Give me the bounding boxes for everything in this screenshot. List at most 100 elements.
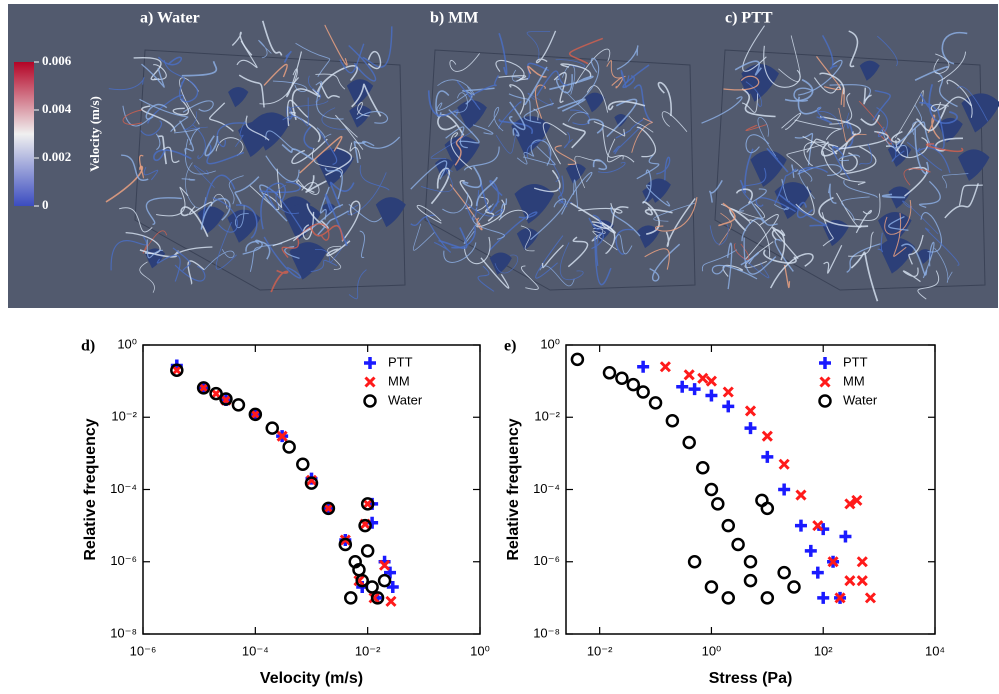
streamline bbox=[737, 253, 770, 279]
y-tick-label: 10⁰ bbox=[117, 336, 137, 351]
pore-blob bbox=[917, 249, 933, 264]
pore-blob bbox=[957, 149, 990, 181]
y-tick-label: 10⁻⁶ bbox=[533, 553, 560, 568]
data-point bbox=[778, 458, 790, 470]
streamline bbox=[576, 57, 600, 105]
streamline bbox=[121, 154, 149, 182]
streamline bbox=[155, 133, 161, 151]
streamline bbox=[348, 269, 367, 300]
streamline bbox=[143, 166, 159, 181]
x-tick-label: 10⁴ bbox=[925, 643, 945, 658]
streamline bbox=[843, 179, 878, 199]
streamline bbox=[607, 100, 646, 111]
streamline bbox=[523, 102, 554, 124]
streamline bbox=[316, 127, 332, 139]
streamline bbox=[516, 151, 534, 165]
streamline bbox=[263, 63, 288, 86]
streamline bbox=[561, 171, 593, 215]
streamline bbox=[597, 162, 626, 173]
x-axis-label: Velocity (m/s) bbox=[260, 670, 363, 687]
pore-blob bbox=[879, 237, 916, 274]
data-point bbox=[705, 375, 717, 387]
data-point bbox=[811, 566, 824, 579]
streamline bbox=[860, 114, 881, 126]
data-point bbox=[626, 377, 641, 392]
legend-marker bbox=[819, 376, 831, 388]
streamline bbox=[636, 126, 657, 158]
x-tick-label: 10⁻⁶ bbox=[130, 643, 157, 658]
streamline bbox=[795, 186, 815, 216]
streamline bbox=[816, 56, 841, 91]
streamline bbox=[156, 186, 189, 217]
streamline bbox=[797, 164, 842, 177]
streamline bbox=[718, 202, 736, 227]
streamline bbox=[559, 242, 584, 280]
streamline bbox=[193, 165, 215, 188]
streamline bbox=[204, 135, 219, 157]
streamline bbox=[956, 86, 988, 122]
y-tick-label: 10⁰ bbox=[540, 336, 560, 351]
data-point bbox=[570, 352, 585, 367]
streamline bbox=[741, 93, 759, 113]
streamline bbox=[463, 146, 500, 171]
streamline bbox=[145, 197, 182, 225]
data-point bbox=[760, 501, 775, 516]
streamline bbox=[593, 206, 629, 230]
data-point bbox=[248, 407, 263, 422]
data-point bbox=[282, 440, 296, 454]
streamline bbox=[215, 137, 244, 157]
streamline bbox=[573, 179, 579, 209]
streamline bbox=[911, 104, 923, 135]
streamline bbox=[840, 145, 877, 175]
x-tick-label: 10⁻⁴ bbox=[242, 643, 269, 658]
data-point bbox=[360, 544, 375, 558]
streamline bbox=[477, 265, 495, 292]
streamline bbox=[437, 114, 465, 136]
streamline bbox=[297, 179, 320, 195]
streamline bbox=[783, 264, 791, 288]
streamline bbox=[614, 234, 633, 255]
streamline bbox=[594, 236, 612, 286]
data-point bbox=[296, 457, 310, 471]
data-point bbox=[743, 555, 758, 569]
data-point bbox=[856, 556, 868, 568]
data-point bbox=[358, 518, 372, 533]
data-point bbox=[864, 592, 877, 604]
streamline bbox=[238, 74, 265, 108]
streamline bbox=[848, 231, 874, 257]
data-point bbox=[265, 421, 279, 435]
streamline bbox=[914, 65, 949, 81]
streamline bbox=[203, 248, 235, 271]
streamline bbox=[287, 99, 309, 127]
streamline bbox=[711, 264, 758, 280]
streamline bbox=[179, 120, 194, 154]
pore-blob bbox=[938, 117, 963, 143]
streamline bbox=[606, 98, 638, 138]
streamline bbox=[476, 199, 505, 228]
legend-marker bbox=[364, 357, 376, 369]
data-point bbox=[386, 581, 399, 593]
plot-frame bbox=[565, 344, 936, 635]
streamline bbox=[156, 254, 181, 282]
streamline bbox=[281, 143, 316, 162]
data-point bbox=[615, 371, 629, 386]
streamline bbox=[530, 198, 567, 241]
legend-marker bbox=[818, 394, 832, 408]
streamline bbox=[774, 168, 797, 204]
streamline bbox=[723, 75, 760, 91]
streamline bbox=[480, 257, 510, 289]
streamline bbox=[317, 210, 349, 236]
streamline bbox=[359, 230, 366, 258]
pore-blob bbox=[565, 163, 586, 184]
streamline bbox=[740, 251, 760, 266]
streamline bbox=[309, 203, 344, 231]
streamline bbox=[915, 106, 947, 132]
streamline bbox=[536, 70, 568, 97]
streamline bbox=[462, 166, 482, 189]
streamline bbox=[863, 87, 872, 105]
data-point bbox=[196, 381, 211, 395]
streamline bbox=[914, 128, 929, 175]
data-point bbox=[827, 556, 839, 568]
data-point bbox=[817, 591, 830, 604]
streamline bbox=[141, 105, 176, 132]
